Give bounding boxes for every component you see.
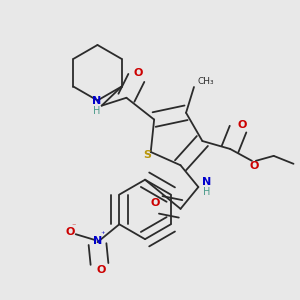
Text: N: N — [93, 236, 102, 246]
Text: O: O — [249, 161, 259, 171]
Text: ⁺: ⁺ — [100, 230, 105, 239]
Text: N: N — [202, 177, 211, 187]
Text: O: O — [237, 120, 247, 130]
Text: O: O — [150, 198, 160, 208]
Text: O: O — [65, 227, 74, 237]
Text: S: S — [143, 150, 151, 160]
Text: N: N — [92, 96, 101, 106]
Text: O: O — [134, 68, 143, 78]
Text: O: O — [97, 265, 106, 275]
Text: ⁻: ⁻ — [71, 222, 76, 231]
Text: H: H — [202, 187, 210, 197]
Text: H: H — [93, 106, 100, 116]
Text: CH₃: CH₃ — [198, 76, 214, 85]
